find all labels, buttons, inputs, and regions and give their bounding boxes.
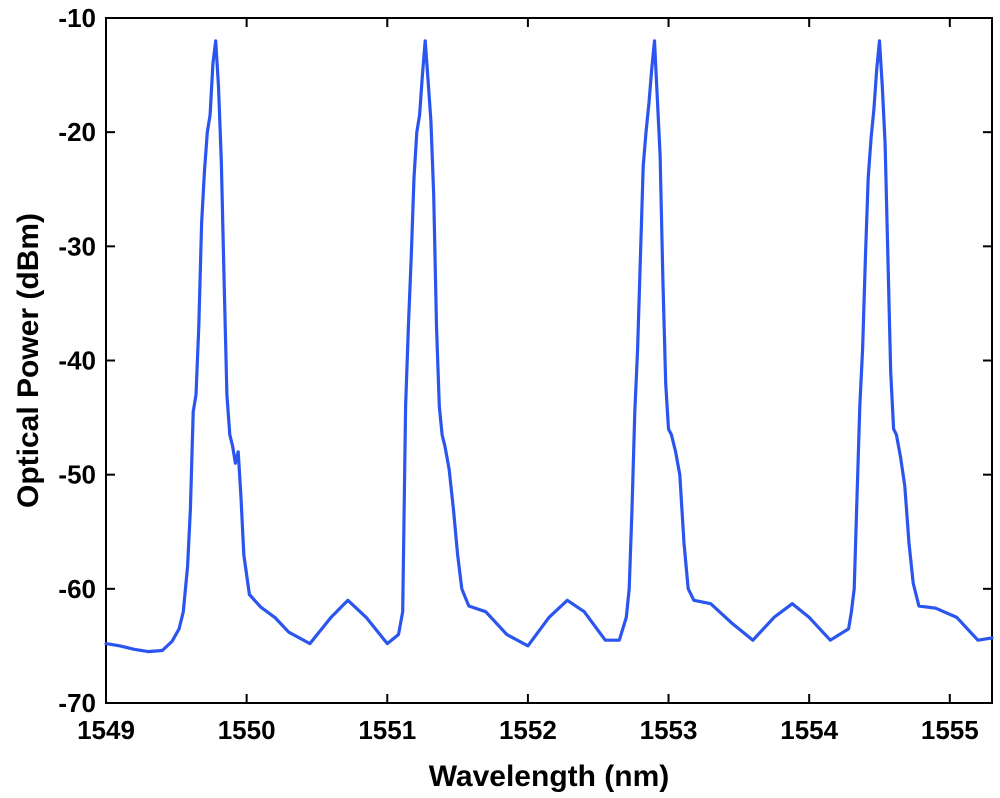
plot-frame	[105, 17, 993, 704]
y-tick-labels: -70 -60 -50 -40 -30 -20 -10	[58, 3, 96, 718]
y-axis-title: Optical Power (dBm)	[12, 213, 45, 508]
tick-marks	[105, 17, 992, 704]
x-tick-label: 1552	[499, 715, 557, 745]
x-tick-labels: 1549 1550 1551 1552 1553 1554 1555	[77, 715, 979, 745]
x-tick-label: 1551	[358, 715, 416, 745]
y-tick-label: -30	[58, 231, 96, 261]
x-tick-label: 1555	[921, 715, 979, 745]
x-tick-label: 1554	[780, 715, 838, 745]
series-line	[104, 39, 994, 654]
x-tick-label: 1553	[640, 715, 698, 745]
y-tick-label: -70	[58, 688, 96, 718]
y-tick-label: -50	[58, 460, 96, 490]
y-tick-label: -40	[58, 346, 96, 376]
y-tick-label: -10	[58, 3, 96, 33]
y-tick-label: -20	[58, 117, 96, 147]
x-axis-title: Wavelength (nm)	[429, 760, 670, 793]
y-tick-label: -60	[58, 574, 96, 604]
x-tick-label: 1550	[218, 715, 276, 745]
x-tick-label: 1549	[77, 715, 135, 745]
